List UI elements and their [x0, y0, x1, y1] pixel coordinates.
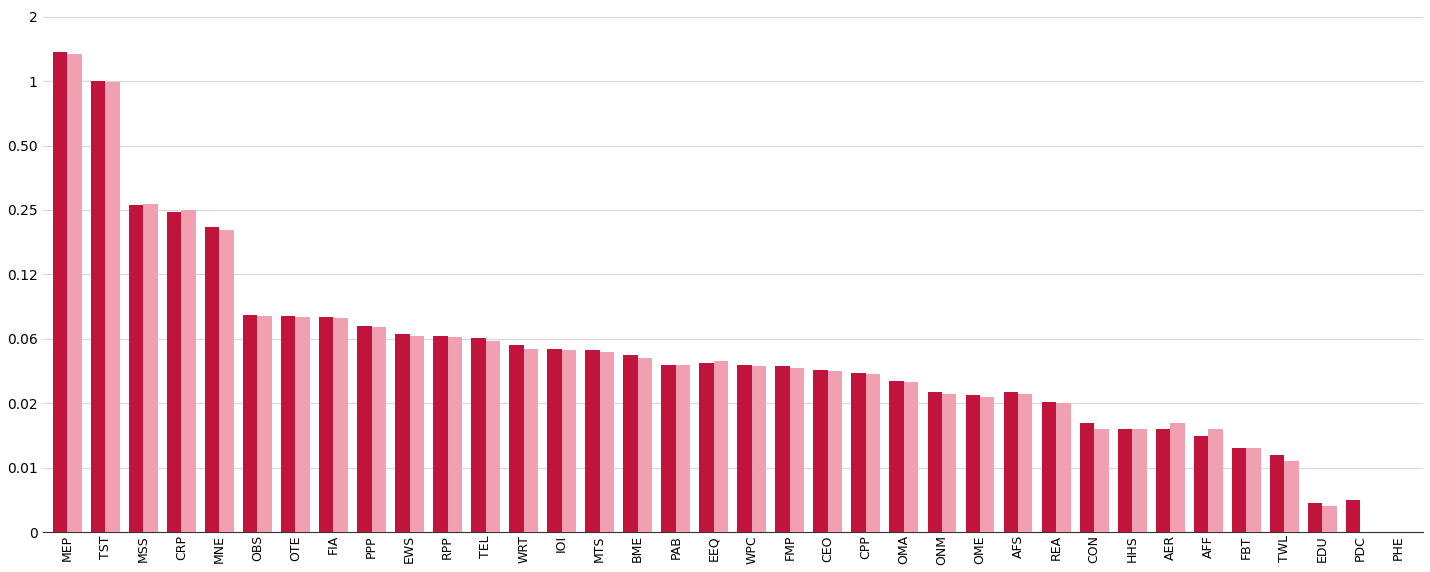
Bar	[509, 345, 523, 533]
Bar	[1346, 500, 1360, 533]
Bar	[1399, 531, 1413, 533]
Bar	[699, 363, 714, 533]
Bar	[775, 366, 789, 533]
Bar	[752, 366, 766, 533]
Bar	[470, 338, 486, 533]
Bar	[1231, 448, 1246, 533]
Bar	[129, 205, 143, 533]
Bar	[548, 348, 562, 533]
Bar	[638, 358, 652, 533]
Bar	[1284, 462, 1298, 533]
Bar	[676, 365, 691, 533]
Bar	[106, 82, 120, 533]
Bar	[1270, 455, 1284, 533]
Bar	[1057, 403, 1071, 533]
Bar	[1133, 429, 1147, 533]
Bar	[1360, 531, 1374, 533]
Bar	[1080, 423, 1094, 533]
Bar	[219, 230, 235, 533]
Bar	[1094, 429, 1108, 533]
Bar	[1246, 448, 1261, 533]
Bar	[661, 365, 676, 533]
Bar	[333, 319, 347, 533]
Bar	[409, 336, 425, 533]
Bar	[928, 392, 942, 533]
Bar	[182, 210, 196, 533]
Bar	[433, 336, 448, 533]
Bar	[814, 370, 828, 533]
Bar	[92, 81, 106, 533]
Bar	[243, 315, 257, 533]
Bar	[486, 340, 500, 533]
Bar	[889, 381, 904, 533]
Bar	[562, 350, 576, 533]
Bar	[1384, 531, 1399, 533]
Bar	[282, 316, 296, 533]
Bar	[53, 52, 67, 533]
Bar	[448, 337, 462, 533]
Bar	[143, 204, 157, 533]
Bar	[1018, 394, 1032, 533]
Bar	[585, 350, 599, 533]
Bar	[395, 333, 409, 533]
Bar	[867, 374, 881, 533]
Bar	[623, 355, 638, 533]
Bar	[1194, 436, 1208, 533]
Bar	[980, 397, 994, 533]
Bar	[167, 212, 182, 533]
Bar	[372, 327, 386, 533]
Bar	[851, 373, 867, 533]
Bar	[599, 352, 613, 533]
Bar	[738, 365, 752, 533]
Bar	[714, 362, 728, 533]
Bar	[296, 317, 310, 533]
Bar	[1118, 429, 1133, 533]
Bar	[257, 316, 272, 533]
Bar	[204, 227, 219, 533]
Bar	[942, 394, 957, 533]
Bar	[1323, 506, 1337, 533]
Bar	[1208, 429, 1223, 533]
Bar	[828, 371, 842, 533]
Bar	[523, 348, 538, 533]
Bar	[358, 326, 372, 533]
Bar	[965, 395, 980, 533]
Bar	[1041, 402, 1057, 533]
Bar	[1155, 429, 1170, 533]
Bar	[1170, 423, 1184, 533]
Bar	[1308, 503, 1323, 533]
Bar	[67, 54, 82, 533]
Bar	[789, 368, 804, 533]
Bar	[319, 317, 333, 533]
Bar	[904, 383, 918, 533]
Bar	[1004, 392, 1018, 533]
